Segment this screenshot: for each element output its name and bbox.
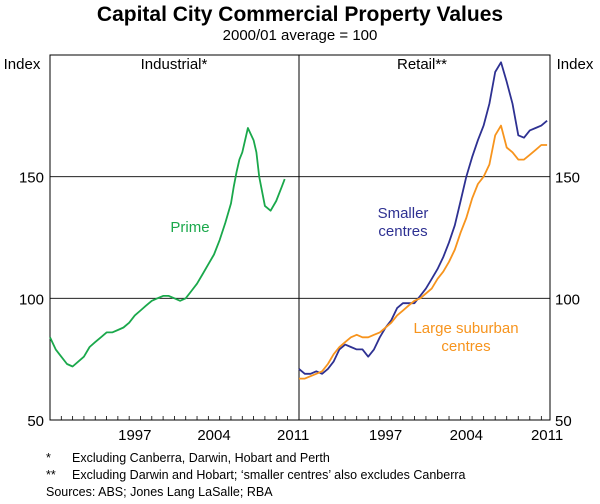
- y-tick-label-right: 100: [555, 291, 580, 308]
- footnote-text: Excluding Darwin and Hobart; ‘smaller ce…: [72, 468, 466, 482]
- y-tick-label-left: 150: [19, 170, 44, 187]
- y-tick-label-left: 100: [19, 291, 44, 308]
- x-tick-label: 2004: [197, 427, 230, 444]
- series-line-large-suburban-centres: [299, 124, 548, 380]
- plot-frame: [49, 54, 551, 421]
- y-tick-label-right: 150: [555, 170, 580, 187]
- y-axis-label-right: Index: [557, 56, 594, 73]
- series-label-prime: Prime: [170, 219, 209, 236]
- x-tick-label: 2011: [277, 427, 309, 444]
- footnote-1: * Excluding Canberra, Darwin, Hobart and…: [46, 450, 465, 467]
- y-axis-label-left: Index: [4, 56, 41, 73]
- x-tick-label: 2011: [531, 427, 563, 444]
- footnote-marker: *: [46, 451, 51, 465]
- panel-title-industrial: Industrial*: [141, 56, 208, 73]
- panel-title-retail: Retail**: [397, 56, 447, 73]
- series-label-large-suburban-centres: Large suburban centres: [413, 320, 518, 355]
- y-tick-label-right: 50: [555, 413, 572, 430]
- footnote-text: Excluding Canberra, Darwin, Hobart and P…: [72, 451, 330, 465]
- series-line-smaller-centres: [298, 61, 548, 375]
- series-line-prime: [49, 127, 286, 368]
- sources-note: Sources: ABS; Jones Lang LaSalle; RBA: [46, 485, 273, 499]
- x-tick-label: 1997: [369, 427, 402, 444]
- chart: Capital City Commercial Property Values …: [4, 3, 594, 444]
- y-tick-label-left: 50: [27, 413, 44, 430]
- footnote-marker: **: [46, 468, 56, 482]
- x-tick-label: 1997: [118, 427, 151, 444]
- x-tick-label: 2004: [450, 427, 483, 444]
- series-label-smaller-centres: Smaller centres: [378, 205, 429, 240]
- chart-title: Capital City Commercial Property Values: [97, 3, 503, 26]
- footnote-2: ** Excluding Darwin and Hobart; ‘smaller…: [46, 467, 465, 484]
- chart-subtitle: 2000/01 average = 100: [223, 27, 378, 44]
- footnotes: * Excluding Canberra, Darwin, Hobart and…: [46, 450, 465, 501]
